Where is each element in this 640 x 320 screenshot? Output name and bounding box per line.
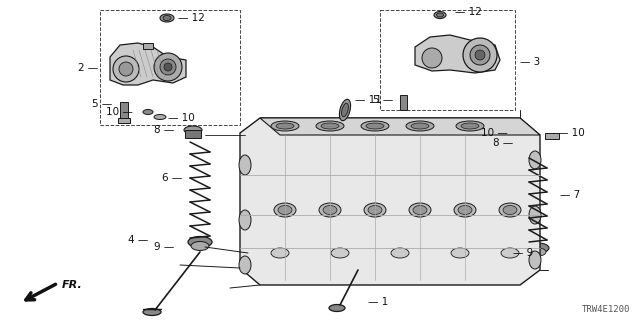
Ellipse shape bbox=[530, 248, 546, 256]
Bar bbox=[120, 102, 128, 118]
Ellipse shape bbox=[501, 248, 519, 258]
Ellipse shape bbox=[361, 121, 389, 131]
Bar bbox=[400, 95, 407, 110]
Text: 6 —: 6 — bbox=[162, 173, 182, 183]
Ellipse shape bbox=[143, 308, 161, 316]
Ellipse shape bbox=[409, 203, 431, 217]
Text: 8 —: 8 — bbox=[154, 125, 174, 135]
Ellipse shape bbox=[154, 115, 166, 119]
Polygon shape bbox=[415, 35, 500, 73]
Ellipse shape bbox=[184, 126, 202, 134]
Text: 4 —: 4 — bbox=[128, 235, 148, 245]
Ellipse shape bbox=[191, 242, 209, 251]
Ellipse shape bbox=[456, 121, 484, 131]
Ellipse shape bbox=[461, 123, 479, 129]
Text: 8 —: 8 — bbox=[493, 138, 513, 148]
Ellipse shape bbox=[503, 205, 517, 214]
Ellipse shape bbox=[342, 103, 348, 117]
Ellipse shape bbox=[411, 123, 429, 129]
Bar bbox=[143, 43, 153, 49]
Text: 10 —: 10 — bbox=[481, 128, 508, 138]
Text: — 3: — 3 bbox=[520, 57, 540, 67]
Ellipse shape bbox=[458, 205, 472, 214]
Bar bbox=[185, 130, 201, 138]
Ellipse shape bbox=[499, 203, 521, 217]
Ellipse shape bbox=[329, 305, 345, 311]
Circle shape bbox=[119, 62, 133, 76]
Ellipse shape bbox=[527, 243, 549, 253]
Circle shape bbox=[463, 38, 497, 72]
Ellipse shape bbox=[316, 121, 344, 131]
Text: — 12: — 12 bbox=[455, 7, 482, 17]
Text: — 9: — 9 bbox=[513, 248, 533, 258]
Text: FR.: FR. bbox=[62, 280, 83, 290]
Ellipse shape bbox=[529, 151, 541, 169]
Text: — 10: — 10 bbox=[168, 113, 195, 123]
Ellipse shape bbox=[271, 248, 289, 258]
Circle shape bbox=[164, 63, 172, 71]
Text: — 11: — 11 bbox=[355, 95, 382, 105]
Bar bbox=[118, 118, 130, 123]
Circle shape bbox=[160, 59, 176, 75]
Ellipse shape bbox=[529, 251, 541, 269]
Circle shape bbox=[475, 50, 485, 60]
Text: TRW4E1200: TRW4E1200 bbox=[582, 305, 630, 314]
Ellipse shape bbox=[278, 205, 292, 214]
Ellipse shape bbox=[271, 121, 299, 131]
Ellipse shape bbox=[339, 99, 351, 121]
Ellipse shape bbox=[436, 13, 444, 17]
Ellipse shape bbox=[434, 12, 446, 19]
Ellipse shape bbox=[451, 248, 469, 258]
Ellipse shape bbox=[239, 210, 251, 230]
Text: — 1: — 1 bbox=[368, 297, 388, 307]
Ellipse shape bbox=[188, 236, 212, 247]
Bar bbox=[520, 133, 530, 139]
Text: — 7: — 7 bbox=[560, 190, 580, 200]
Text: 9 —: 9 — bbox=[154, 242, 174, 252]
Ellipse shape bbox=[163, 15, 171, 20]
Ellipse shape bbox=[319, 203, 341, 217]
Ellipse shape bbox=[521, 143, 539, 153]
Ellipse shape bbox=[143, 109, 153, 115]
Ellipse shape bbox=[413, 205, 427, 214]
Bar bbox=[100, 10, 240, 125]
Ellipse shape bbox=[454, 203, 476, 217]
Bar bbox=[545, 133, 559, 139]
Ellipse shape bbox=[391, 248, 409, 258]
Ellipse shape bbox=[529, 206, 541, 224]
Circle shape bbox=[113, 56, 139, 82]
Ellipse shape bbox=[239, 256, 251, 274]
Ellipse shape bbox=[276, 123, 294, 129]
Polygon shape bbox=[240, 118, 540, 285]
Polygon shape bbox=[260, 118, 540, 135]
Circle shape bbox=[470, 45, 490, 65]
Circle shape bbox=[422, 48, 442, 68]
Ellipse shape bbox=[274, 203, 296, 217]
Text: 10 —: 10 — bbox=[106, 107, 133, 117]
Ellipse shape bbox=[321, 123, 339, 129]
Text: — 10: — 10 bbox=[558, 128, 585, 138]
Ellipse shape bbox=[364, 203, 386, 217]
Bar bbox=[523, 148, 537, 158]
Text: — 12: — 12 bbox=[178, 13, 205, 23]
Text: 2 —: 2 — bbox=[77, 63, 98, 73]
Ellipse shape bbox=[160, 14, 174, 22]
Ellipse shape bbox=[323, 205, 337, 214]
Ellipse shape bbox=[368, 205, 382, 214]
Ellipse shape bbox=[366, 123, 384, 129]
Ellipse shape bbox=[406, 121, 434, 131]
Ellipse shape bbox=[331, 248, 349, 258]
Circle shape bbox=[154, 53, 182, 81]
Bar bbox=[380, 10, 515, 110]
Text: 5 —: 5 — bbox=[372, 95, 393, 105]
Ellipse shape bbox=[239, 155, 251, 175]
Text: 5 —: 5 — bbox=[92, 99, 112, 109]
Polygon shape bbox=[110, 43, 186, 85]
